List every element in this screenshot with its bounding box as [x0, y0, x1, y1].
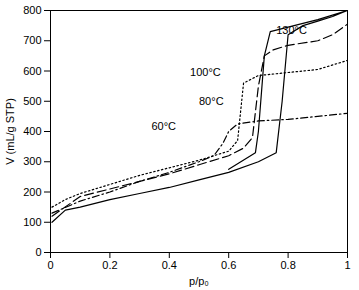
svg-text:200: 200 — [23, 186, 41, 198]
svg-text:400: 400 — [23, 125, 41, 137]
svg-text:130°C: 130°C — [276, 24, 307, 36]
svg-text:600: 600 — [23, 65, 41, 77]
svg-text:p/p₀: p/p₀ — [189, 275, 209, 287]
svg-text:800: 800 — [23, 4, 41, 16]
svg-text:0.6: 0.6 — [221, 259, 236, 271]
svg-text:0.8: 0.8 — [280, 259, 295, 271]
svg-text:1: 1 — [344, 259, 350, 271]
svg-text:500: 500 — [23, 95, 41, 107]
svg-text:V (mL/g STP): V (mL/g STP) — [4, 98, 16, 165]
svg-text:60°C: 60°C — [151, 120, 176, 132]
svg-text:0.4: 0.4 — [162, 259, 177, 271]
svg-text:0: 0 — [47, 259, 53, 271]
svg-text:300: 300 — [23, 155, 41, 167]
svg-text:100: 100 — [23, 216, 41, 228]
svg-text:80°C: 80°C — [199, 95, 224, 107]
svg-text:100°C: 100°C — [190, 66, 221, 78]
svg-text:700: 700 — [23, 34, 41, 46]
svg-text:0: 0 — [35, 246, 41, 258]
svg-text:0.2: 0.2 — [102, 259, 117, 271]
